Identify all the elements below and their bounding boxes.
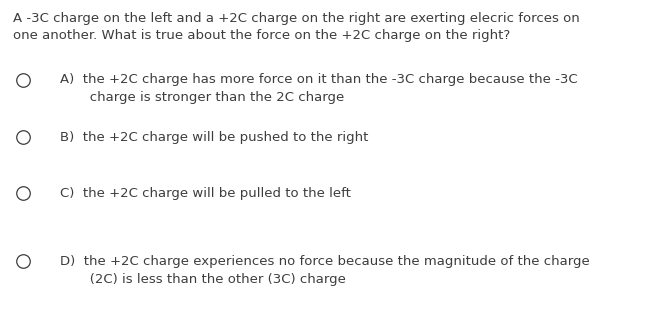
Text: D)  the +2C charge experiences no force because the magnitude of the charge: D) the +2C charge experiences no force b…: [60, 255, 590, 268]
Text: charge is stronger than the 2C charge: charge is stronger than the 2C charge: [60, 90, 344, 104]
Text: one another. What is true about the force on the +2C charge on the right?: one another. What is true about the forc…: [13, 29, 510, 43]
Text: (2C) is less than the other (3C) charge: (2C) is less than the other (3C) charge: [60, 273, 346, 285]
Text: A -3C charge on the left and a +2C charge on the right are exerting elecric forc: A -3C charge on the left and a +2C charg…: [13, 12, 580, 25]
Text: C)  the +2C charge will be pulled to the left: C) the +2C charge will be pulled to the …: [60, 187, 351, 200]
Text: A)  the +2C charge has more force on it than the -3C charge because the -3C: A) the +2C charge has more force on it t…: [60, 73, 578, 86]
Text: B)  the +2C charge will be pushed to the right: B) the +2C charge will be pushed to the …: [60, 131, 369, 144]
